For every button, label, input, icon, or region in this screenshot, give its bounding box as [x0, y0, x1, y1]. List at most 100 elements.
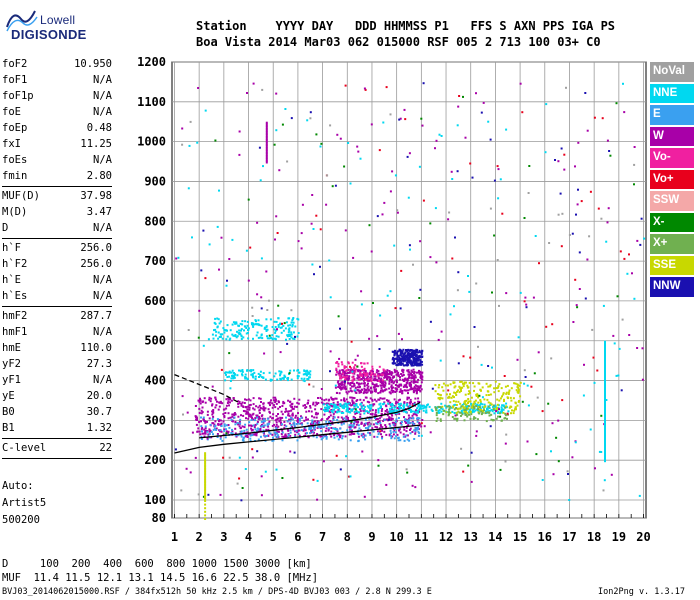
- echo-point: [488, 414, 491, 417]
- echo-point: [349, 369, 352, 372]
- echo-point: [352, 256, 355, 259]
- echo-point: [446, 405, 449, 408]
- param-value: 1.32: [86, 422, 112, 434]
- echo-point: [460, 447, 463, 450]
- echo-point: [334, 184, 337, 187]
- echo-point: [443, 409, 446, 412]
- echo-point: [480, 111, 483, 114]
- echo-point: [377, 409, 380, 412]
- echo-point: [246, 431, 249, 434]
- echo-point: [293, 369, 295, 372]
- echo-point: [274, 398, 277, 401]
- echo-point: [225, 404, 228, 407]
- echo-point: [441, 405, 444, 408]
- echo-point: [352, 404, 355, 407]
- echo-point: [360, 373, 363, 376]
- echo-point: [412, 350, 415, 353]
- echo-point: [461, 405, 464, 408]
- echo-point: [392, 390, 395, 392]
- echo-streak-point: [204, 460, 207, 463]
- param-value: N/A: [93, 74, 112, 86]
- echo-point: [400, 362, 402, 365]
- echo-point: [187, 187, 190, 190]
- echo-point: [322, 403, 325, 406]
- echo-point: [372, 423, 375, 426]
- echo-point: [478, 382, 481, 385]
- echo-point: [218, 418, 221, 421]
- echo-point: [313, 273, 315, 276]
- echo-point: [436, 417, 439, 420]
- echo-point: [472, 409, 474, 412]
- echo-point: [572, 321, 575, 323]
- echo-point: [228, 426, 231, 429]
- echo-point: [221, 333, 224, 336]
- echo-point: [212, 409, 215, 411]
- echo-point: [217, 318, 220, 321]
- echo-point: [272, 439, 275, 442]
- echo-point: [388, 382, 391, 385]
- echo-point: [407, 420, 410, 423]
- echo-point: [252, 369, 255, 372]
- echo-point: [580, 200, 583, 203]
- echo-point: [394, 420, 397, 423]
- echo-point: [307, 402, 309, 404]
- echo-point: [641, 378, 644, 381]
- echo-point: [293, 397, 296, 400]
- echo-point: [484, 405, 487, 408]
- echo-point: [390, 403, 392, 406]
- echo-point: [328, 398, 331, 401]
- echo-point: [501, 404, 504, 407]
- echo-point: [359, 391, 362, 394]
- echo-point: [226, 402, 229, 404]
- echo-point: [275, 320, 278, 323]
- echo-point: [439, 419, 442, 422]
- echo-point: [316, 433, 319, 435]
- echo-point: [356, 354, 359, 357]
- echo-point: [351, 403, 354, 406]
- echo-point: [218, 268, 220, 271]
- echo-point: [565, 86, 567, 89]
- x-tick-label: 8: [344, 530, 351, 544]
- echo-point: [197, 399, 200, 402]
- echo-point: [496, 398, 499, 401]
- echo-point: [363, 387, 366, 390]
- echo-point: [401, 374, 404, 377]
- echo-point: [250, 369, 253, 372]
- echo-streak-point: [604, 399, 606, 402]
- echo-point: [317, 402, 320, 404]
- echo-point: [355, 400, 358, 402]
- echo-point: [344, 84, 347, 87]
- echo-point: [405, 349, 407, 351]
- echo-point: [256, 221, 259, 224]
- echo-streak-point: [265, 131, 268, 134]
- echo-streak-point: [265, 150, 268, 153]
- echo-point: [383, 402, 385, 405]
- echo-point: [242, 410, 245, 412]
- param-row: foF2 10.950: [2, 56, 112, 72]
- echo-point: [460, 411, 463, 414]
- echo-point: [270, 399, 273, 402]
- echo-point: [292, 428, 295, 431]
- echo-point: [248, 404, 251, 407]
- echo-point: [411, 421, 414, 424]
- echo-point: [463, 406, 466, 409]
- echo-point: [336, 410, 339, 413]
- echo-point: [447, 218, 450, 221]
- echo-streak-point: [604, 441, 606, 444]
- echo-point: [501, 419, 503, 422]
- echo-point: [504, 417, 507, 420]
- echo-point: [465, 407, 468, 410]
- param-row: yF1 N/A: [2, 372, 112, 388]
- echo-point: [526, 384, 529, 387]
- echo-point: [348, 407, 351, 410]
- echo-point: [228, 404, 230, 407]
- echo-streak-point: [204, 463, 207, 466]
- echo-point: [378, 373, 381, 376]
- echo-point: [231, 238, 234, 241]
- echo-point: [499, 178, 502, 181]
- echo-point: [464, 410, 467, 413]
- echo-point: [402, 374, 405, 376]
- echo-point: [379, 402, 382, 405]
- echo-point: [366, 391, 369, 394]
- echo-point: [499, 415, 502, 418]
